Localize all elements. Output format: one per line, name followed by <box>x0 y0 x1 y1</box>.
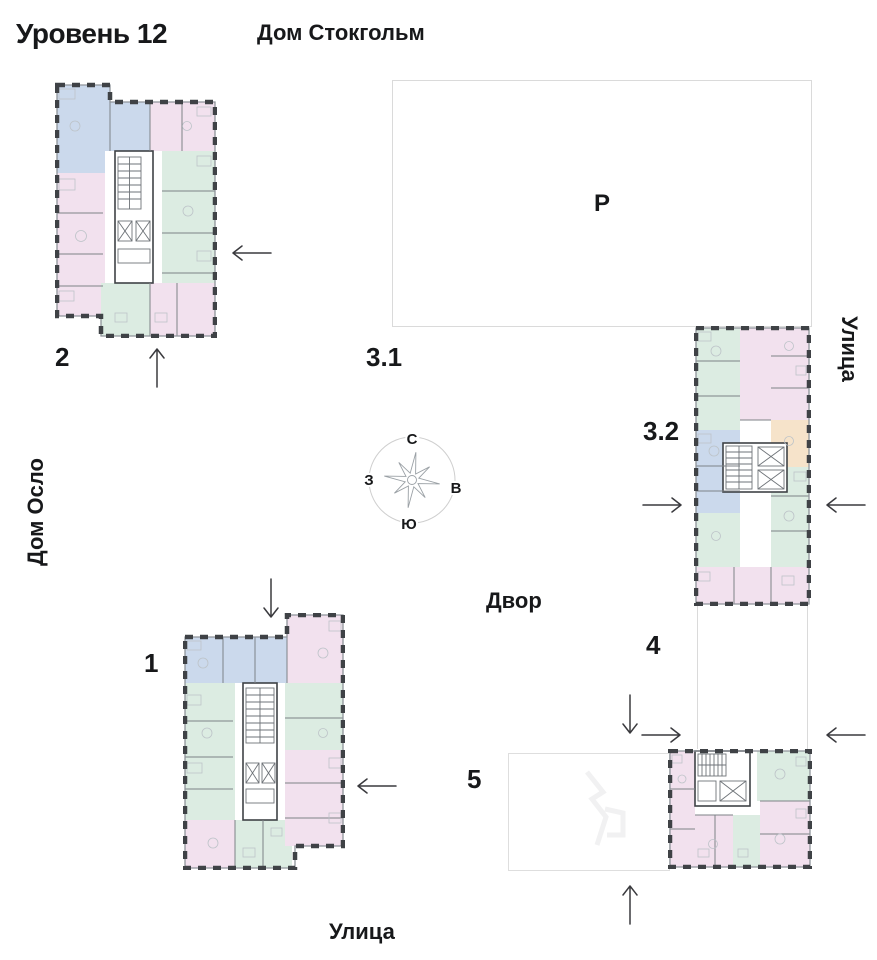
building-5-furniture <box>671 754 807 858</box>
building-1-rooms <box>185 615 343 868</box>
compass-star <box>384 452 440 508</box>
label-courtyard: Двор <box>486 588 542 613</box>
label-house-oslo: Дом Осло <box>23 458 48 566</box>
parking-label: Р <box>593 189 610 217</box>
entry-arrow-building-32-right <box>822 495 866 515</box>
building-32-inner-walls <box>696 355 809 604</box>
label-house-stockholm: Дом Стокгольм <box>257 20 425 45</box>
entry-arrow-building-2-bottom <box>147 344 167 388</box>
parking-area: Р <box>392 80 812 327</box>
building-2-furniture <box>58 88 212 323</box>
watermark <box>585 770 626 846</box>
building-32-rooms <box>696 328 809 604</box>
building-1-plan[interactable] <box>183 613 345 870</box>
section-5-label: 5 <box>467 764 482 794</box>
entry-arrow-section-4-right <box>822 725 866 745</box>
building-2-core <box>114 150 154 284</box>
entry-arrow-building-2-right <box>228 243 272 263</box>
building-32-core <box>722 442 788 493</box>
entry-arrow-building-1-right <box>353 776 397 796</box>
building-5-inner-walls <box>670 788 810 867</box>
entry-arrow-section-4-top <box>620 694 640 738</box>
compass-rose: С З В Ю <box>360 423 464 546</box>
label-street-right: Улица <box>837 316 862 382</box>
label-street-bottom: Улица <box>329 919 395 944</box>
building-2-plan[interactable] <box>55 81 217 338</box>
entry-arrow-building-1-top <box>261 578 281 622</box>
section-32-label: 3.2 <box>643 416 680 446</box>
building-1-inner-walls <box>185 637 343 868</box>
entry-arrow-building-32-left <box>642 495 686 515</box>
building-32-plan[interactable] <box>694 326 811 606</box>
building-5-core <box>694 750 751 807</box>
page-title: Уровень 12 <box>16 18 168 49</box>
building-5-plan[interactable] <box>668 749 812 869</box>
building-1-core <box>242 682 278 821</box>
section-4-area <box>697 606 808 749</box>
compass-south-label: Ю <box>401 516 416 533</box>
entry-arrow-building-5-left <box>641 725 685 745</box>
compass-west-label: З <box>364 472 373 489</box>
section-5-area <box>508 753 670 871</box>
compass-north-label: С <box>407 431 418 448</box>
section-4-label: 4 <box>646 630 661 660</box>
entry-arrow-building-5-bottom <box>620 881 640 925</box>
section-31-label: 3.1 <box>366 342 403 372</box>
compass-east-label: В <box>451 480 462 497</box>
section-1-label: 1 <box>144 648 159 678</box>
section-2-label: 2 <box>55 342 70 372</box>
building-2-inner-walls <box>57 85 215 336</box>
